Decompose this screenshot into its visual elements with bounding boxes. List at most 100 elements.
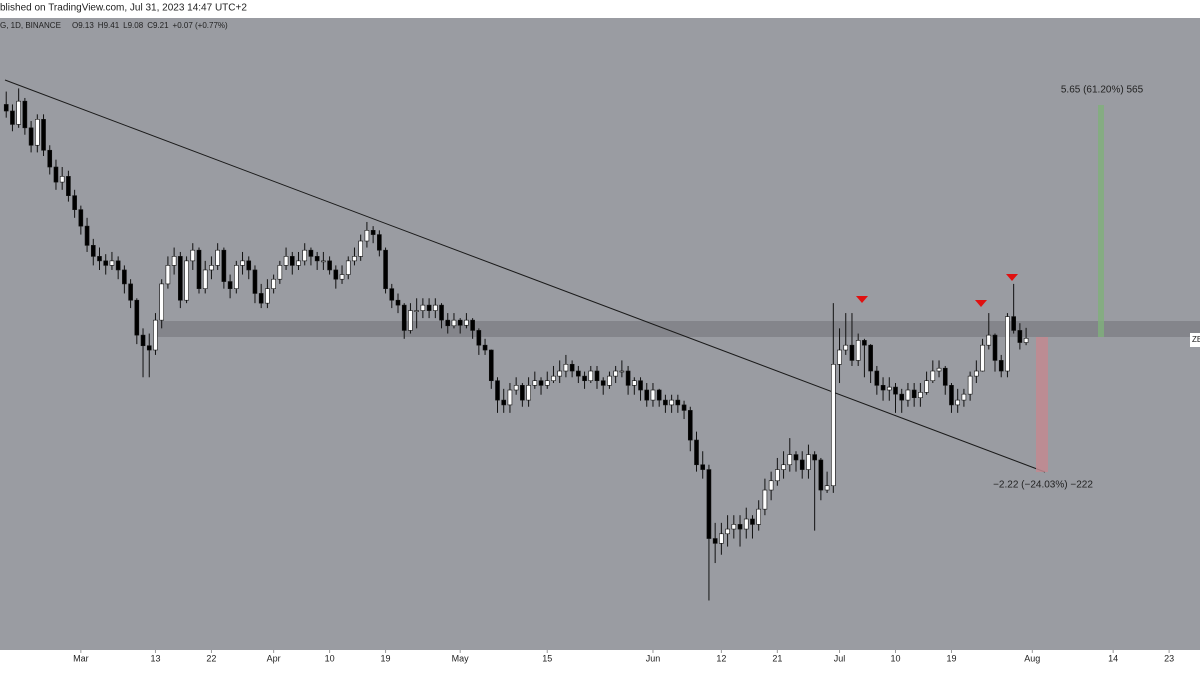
candle-body (240, 260, 245, 266)
candle-body (72, 195, 77, 210)
candle-body (806, 454, 811, 470)
candle-body (569, 363, 575, 372)
candle-body (787, 454, 793, 466)
candle-body (520, 385, 525, 401)
candle-body (775, 469, 780, 482)
candle-body (28, 127, 34, 146)
candle-body (10, 110, 15, 125)
candle-body (22, 100, 28, 129)
candle-body (942, 367, 948, 386)
candle-body (731, 524, 737, 530)
candle-body (445, 319, 451, 327)
candle-body (812, 454, 817, 461)
candle-body (694, 439, 699, 466)
candle-body (258, 293, 264, 304)
candle-body (681, 404, 687, 411)
candle-body (414, 310, 419, 312)
candle-body (470, 319, 475, 331)
candle-body (1005, 316, 1010, 372)
candle-body (600, 380, 606, 386)
candle-body (625, 370, 631, 386)
candle-body (321, 260, 326, 263)
x-tick-label: 19 (946, 653, 956, 663)
candle-body (544, 380, 550, 386)
trend-line (4, 79, 1046, 473)
candle-body (837, 349, 842, 365)
candle-body (532, 380, 538, 386)
candle-body (252, 269, 258, 294)
candle-body (918, 392, 923, 399)
x-tick-label: Jul (834, 653, 846, 663)
candle-body (719, 533, 724, 544)
candle-body (899, 393, 905, 401)
candle-body (377, 234, 382, 251)
candle-body (265, 288, 270, 304)
candle-body (289, 256, 295, 266)
candle-body (687, 410, 693, 441)
ohlc-value: O9.13 (72, 21, 94, 30)
candle-body (109, 260, 115, 266)
candle-body (700, 464, 706, 470)
candle-body (961, 393, 967, 401)
measure-down-bar (1036, 337, 1048, 472)
x-tick-label: 21 (772, 653, 782, 663)
x-tick-label: Jun (646, 653, 661, 663)
candle-body (557, 370, 562, 377)
candle-body (936, 367, 942, 372)
candle-body (576, 370, 581, 377)
candle-body (389, 288, 395, 301)
candle-body (1023, 337, 1029, 343)
candle-body (146, 345, 152, 351)
candle-body (215, 249, 220, 266)
candle-body (992, 334, 998, 361)
candle-body (607, 375, 612, 386)
candle-body (457, 319, 463, 326)
candle-body (165, 265, 171, 285)
candle-body (886, 386, 892, 391)
candle-body (370, 230, 376, 235)
candle-body (115, 260, 121, 271)
candle-body (16, 100, 21, 125)
header: blished on TradingView.com, Jul 31, 2023… (0, 3, 247, 14)
candle-body (656, 389, 662, 401)
candle-body (178, 256, 183, 301)
candle-body (202, 269, 208, 289)
candle-body (159, 283, 164, 321)
candle-body (551, 375, 556, 382)
candle-body (663, 399, 668, 406)
candle-body (352, 256, 357, 262)
candle-body (383, 249, 388, 289)
candle-body (401, 304, 407, 331)
candle-body (90, 245, 96, 257)
candle-body (271, 278, 276, 289)
ohlc-value: +0.07 (+0.77%) (173, 21, 228, 30)
candle-body (97, 256, 102, 262)
candle-body (1017, 330, 1023, 343)
candle-body (246, 260, 252, 271)
candle-body (513, 385, 519, 391)
candle-body (439, 304, 444, 321)
candle-body (140, 334, 146, 347)
candle-body (227, 281, 233, 289)
candle-body (831, 363, 836, 487)
measure-up-bar (1098, 105, 1104, 337)
candle-body (53, 166, 59, 183)
candle-body (451, 319, 457, 327)
candle-body (345, 260, 351, 275)
x-tick-label: 12 (716, 653, 726, 663)
candle-body (986, 334, 992, 346)
candle-body (128, 283, 133, 301)
candle-body (501, 399, 507, 406)
candle-body (495, 380, 500, 401)
candle-body (308, 249, 314, 257)
candle-body (296, 260, 301, 266)
candle-body (190, 249, 196, 262)
candle-body (507, 389, 513, 406)
candle-body (408, 310, 413, 331)
candle-body (234, 265, 239, 289)
candle-body (395, 299, 401, 306)
candle-body (134, 299, 140, 336)
candle-body (59, 176, 65, 183)
candle-body (862, 340, 867, 346)
ohlc-value: L9.08 (123, 21, 144, 30)
